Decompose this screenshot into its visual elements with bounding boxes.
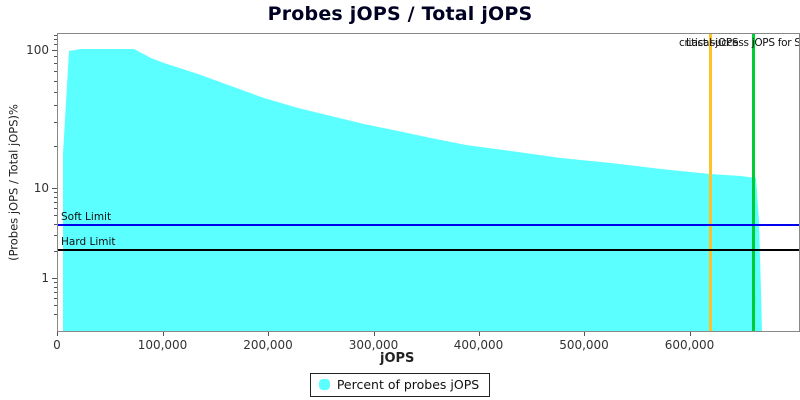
legend: Percent of probes jOPS: [0, 373, 800, 397]
limit-label-0: Soft Limit: [61, 211, 112, 223]
limit-label-1: Hard Limit: [61, 236, 116, 248]
chart-title: Probes jOPS / Total jOPS: [267, 3, 533, 25]
x-tick-label: 100,000: [137, 338, 188, 352]
y-tick-mark: [52, 278, 57, 279]
y-tick-mark: [52, 50, 57, 51]
y-minor-tick-mark: [54, 314, 57, 315]
y-tick-label: 10: [33, 181, 49, 195]
vertical-marker-line-1: [752, 34, 755, 331]
limit-line-1: [58, 249, 799, 251]
y-minor-tick-mark: [54, 251, 57, 252]
y-minor-tick-mark: [54, 92, 57, 93]
x-tick-label: 400,000: [453, 338, 504, 352]
y-minor-tick-mark: [54, 44, 57, 45]
y-tick-label: 100: [26, 43, 49, 57]
y-minor-tick-mark: [54, 122, 57, 123]
y-minor-tick-mark: [54, 71, 57, 72]
legend-item: Percent of probes jOPS: [309, 373, 491, 397]
x-tick-mark: [373, 332, 375, 336]
y-minor-tick-mark: [54, 81, 57, 82]
y-tick-label: 1: [41, 271, 49, 285]
y-minor-tick-mark: [54, 208, 57, 209]
x-tick-mark: [584, 332, 585, 336]
vertical-marker-line-0: [709, 34, 712, 331]
area-polygon: [63, 49, 762, 331]
area-series-swatch-icon: [318, 379, 330, 390]
x-tick-label: 500,000: [559, 338, 609, 352]
y-minor-tick-mark: [54, 202, 57, 203]
y-tick-mark: [52, 188, 57, 189]
y-minor-tick-mark: [54, 305, 57, 306]
y-minor-tick-mark: [54, 146, 57, 147]
plot-clip-region: Soft Limit Hard Limit critical-jOPS Last su…: [58, 34, 799, 331]
legend-label: Percent of probes jOPS: [336, 377, 480, 392]
marker-label-0: critical-jOPS: [679, 37, 739, 49]
y-minor-tick-mark: [54, 56, 57, 57]
x-tick-label: 300,000: [348, 338, 399, 352]
x-tick-mark: [57, 332, 58, 336]
y-minor-tick-mark: [54, 298, 57, 299]
x-tick-mark: [268, 332, 269, 336]
y-minor-tick-mark: [54, 282, 57, 283]
y-minor-tick-mark: [54, 39, 57, 40]
y-minor-tick-mark: [54, 287, 57, 288]
y-minor-tick-mark: [54, 63, 57, 64]
x-axis-title: jOPS: [380, 351, 415, 366]
x-tick-mark: [162, 332, 164, 336]
y-minor-tick-mark: [54, 192, 57, 193]
x-tick-label: 0: [53, 338, 61, 352]
x-tick-mark: [478, 332, 480, 336]
x-tick-mark: [689, 332, 691, 336]
y-minor-tick-mark: [54, 197, 57, 198]
y-minor-tick-mark: [54, 35, 57, 36]
y-minor-tick-mark: [54, 105, 57, 106]
x-tick-label: 200,000: [243, 338, 293, 352]
limit-line-0: [58, 224, 799, 226]
probes-area-series: [63, 49, 762, 331]
y-minor-tick-mark: [54, 292, 57, 293]
marker-label-1: Last success jOPS for S: [686, 37, 799, 49]
x-tick-label: 600,000: [664, 338, 715, 352]
y-minor-tick-mark: [54, 224, 57, 225]
y-minor-tick-mark: [54, 215, 57, 216]
plot-area: Soft Limit Hard Limit critical-jOPS Last su…: [57, 33, 800, 332]
y-minor-tick-mark: [54, 235, 57, 236]
